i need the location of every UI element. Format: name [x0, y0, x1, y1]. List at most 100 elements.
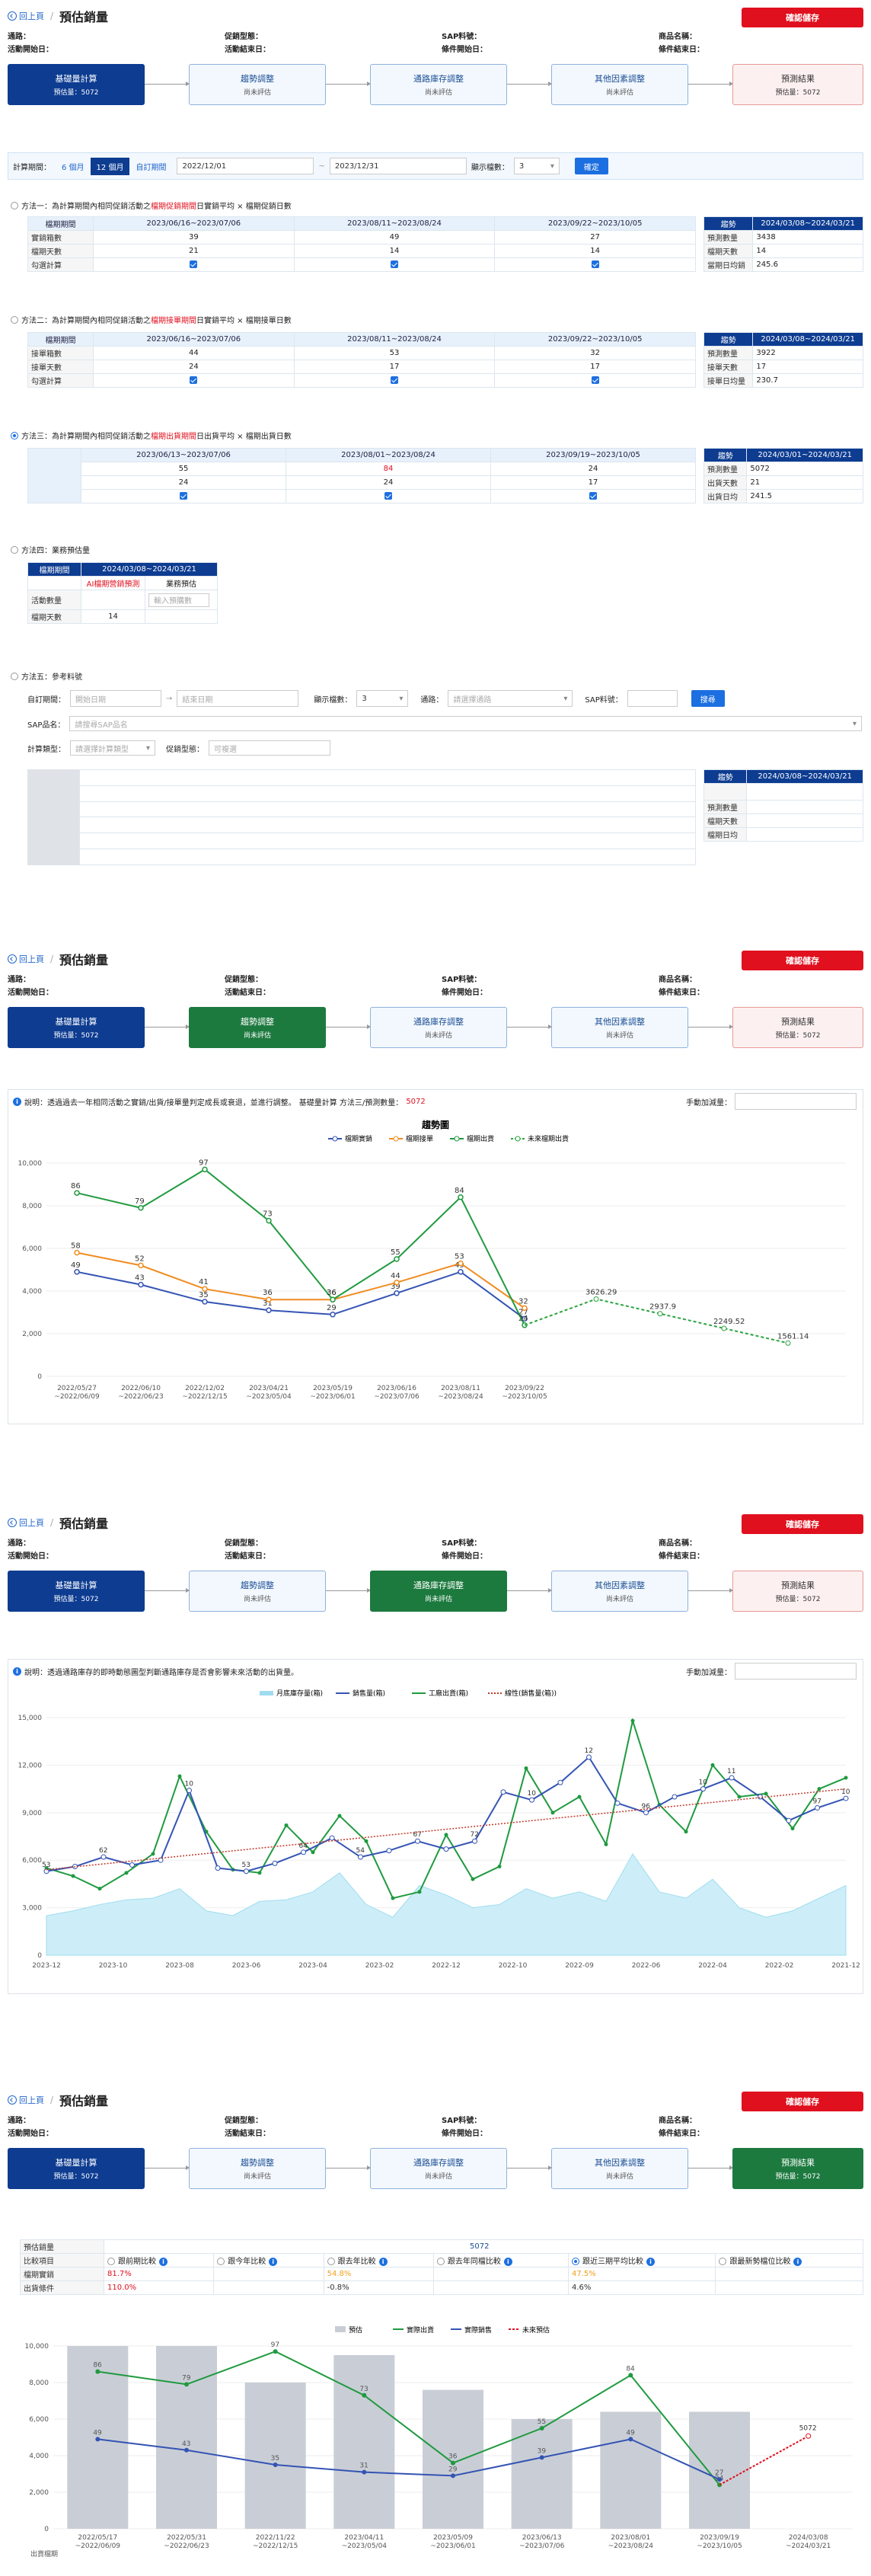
- legend-marker: [332, 1136, 338, 1142]
- m5-search-button[interactable]: 搜尋: [691, 690, 725, 707]
- step-base[interactable]: 基礎量計算 預估量：5072: [8, 64, 145, 105]
- confirm-save-button-4[interactable]: 確認儲存: [742, 2092, 863, 2111]
- sales-point: [215, 1865, 221, 1871]
- s2-adjust-input[interactable]: [735, 1093, 857, 1110]
- confirm-save-button[interactable]: 確認儲存: [742, 8, 863, 27]
- m2-check-1[interactable]: [190, 376, 198, 384]
- m1-check-2[interactable]: [390, 260, 398, 268]
- r1-value: [432, 2267, 569, 2281]
- period-6m[interactable]: 6 個月: [62, 163, 85, 172]
- sales-point: [95, 2437, 100, 2442]
- series-line-2: [76, 1168, 525, 1326]
- period-segment: 6 個月 12 個月 自訂期間: [56, 157, 172, 175]
- method5-radio[interactable]: 方法五：參考料號: [11, 670, 82, 682]
- m5-promo-select[interactable]: 可複選: [209, 740, 330, 756]
- m3-check-2[interactable]: [384, 492, 392, 500]
- m5-calc-select[interactable]: 請選擇計算類型 ▾: [70, 740, 155, 756]
- back-link-3[interactable]: 回上頁: [8, 1517, 44, 1529]
- m5-show-select[interactable]: 3 ▾: [356, 690, 409, 707]
- ship-point: [628, 2373, 633, 2378]
- m1-check-1[interactable]: [190, 260, 198, 268]
- s3-step-trend[interactable]: 趨勢調整 尚未評估: [189, 1571, 326, 1612]
- s4-step-trend[interactable]: 趨勢調整 尚未評估: [189, 2148, 326, 2189]
- step-channel[interactable]: 通路庫存調整 尚未評估: [370, 64, 507, 105]
- s2-step-result[interactable]: 預測結果 預估量：5072: [732, 1007, 863, 1048]
- m5-channel-select[interactable]: 請選擇通路 ▾: [448, 690, 573, 707]
- compare-option-5[interactable]: 跟最新勢檔位比較 i: [715, 2253, 863, 2268]
- method2-radio[interactable]: 方法二：為計算期間內相同促銷活動之 檔期接單期間 日實銷平均 × 檔期接單日數: [11, 314, 292, 325]
- back-link-2[interactable]: 回上頁: [8, 953, 44, 965]
- bar: [244, 2383, 306, 2529]
- x-tick: 2022/05/31: [167, 2534, 206, 2542]
- period-12m[interactable]: 12 個月: [90, 157, 130, 175]
- s3-step-other[interactable]: 其他因素調整 尚未評估: [551, 1571, 688, 1612]
- x-tick: 2023/04/11: [344, 2534, 384, 2542]
- period-custom[interactable]: 自訂期間: [136, 163, 167, 172]
- x-tick: 2022-12: [432, 1962, 461, 1970]
- method1-side: 趨勢 2024/03/08~2024/03/21 預測數量 3438 檔期天數 14 …: [703, 216, 863, 272]
- r1-value: [715, 2267, 863, 2281]
- m4-ai-option[interactable]: AI檔期營銷預測: [80, 576, 146, 590]
- compare-option-0[interactable]: 跟前期比較 i: [103, 2253, 215, 2268]
- m3-check-1[interactable]: [180, 492, 187, 500]
- step-other[interactable]: 其他因素調整 尚未評估: [551, 64, 688, 105]
- compare-option-1[interactable]: 跟今年比較 i: [213, 2253, 324, 2268]
- y-tick: 0: [37, 1373, 42, 1381]
- method1-radio[interactable]: 方法一：為計算期間內相同促銷活動之 檔期促銷期間 日實銷平均 × 檔期促銷日數: [11, 200, 292, 211]
- step-result[interactable]: 預測結果 預估量：5072: [732, 64, 863, 105]
- bar: [511, 2419, 573, 2529]
- back-link[interactable]: 回上頁: [8, 10, 44, 22]
- s3-step-result[interactable]: 預測結果 預估量：5072: [732, 1571, 863, 1612]
- sales-point: [700, 1786, 706, 1792]
- compare-option-4[interactable]: 跟近三期平均比較 i: [567, 2253, 716, 2268]
- x-tick: ~2022/06/09: [75, 2542, 121, 2550]
- date-to[interactable]: 2023/12/31: [329, 158, 467, 174]
- data-point: [330, 1312, 336, 1318]
- s3-step-channel[interactable]: 通路庫存調整 尚未評估: [370, 1571, 507, 1612]
- m2-check-2[interactable]: [390, 376, 398, 384]
- x-tick: ~2023/10/05: [697, 2542, 742, 2550]
- s2-step-channel[interactable]: 通路庫存調整 尚未評估: [370, 1007, 507, 1048]
- y-tick: 0: [44, 2526, 49, 2533]
- s3-adjust-input[interactable]: [735, 1663, 857, 1680]
- m4-sales-option[interactable]: 業務預估: [145, 576, 218, 590]
- m5-sap-input[interactable]: [627, 690, 678, 707]
- m5-date-to[interactable]: 結束日期: [177, 690, 299, 707]
- m3-check-3[interactable]: [589, 492, 597, 500]
- s2-step-trend[interactable]: 趨勢調整 尚未評估: [189, 1007, 326, 1048]
- s3-step-base[interactable]: 基礎量計算 預估量：5072: [8, 1571, 145, 1612]
- data-point: [522, 1315, 528, 1322]
- sales-point: [717, 2477, 722, 2482]
- m5-sap-name-select[interactable]: 請搜尋SAP品名 ▾: [69, 716, 862, 731]
- back-link-4[interactable]: 回上頁: [8, 2094, 44, 2106]
- s4-step-base[interactable]: 基礎量計算 預估量：5072: [8, 2148, 145, 2189]
- factory-point: [844, 1775, 848, 1780]
- method3-radio[interactable]: 方法三：為計算期間內相同促銷活動之 檔期出貨期間 日出貨平均 × 檔期出貨日數: [11, 430, 292, 441]
- m4-qty-input[interactable]: 輸入預購數: [148, 593, 210, 607]
- sales-point: [129, 1862, 135, 1868]
- s2-step-other[interactable]: 其他因素調整 尚未評估: [551, 1007, 688, 1048]
- factory-point: [471, 1877, 475, 1881]
- s4-step-other[interactable]: 其他因素調整 尚未評估: [551, 2148, 688, 2189]
- compare-option-3[interactable]: 跟去年同檔比較 i: [432, 2253, 569, 2268]
- confirm-save-button-3[interactable]: 確認儲存: [742, 1514, 863, 1534]
- sales-point: [614, 1800, 621, 1806]
- sales-label: 10: [185, 1781, 194, 1788]
- m1-check-3[interactable]: [591, 260, 599, 268]
- ship-point: [273, 2349, 278, 2354]
- step-trend[interactable]: 趨勢調整 尚未評估: [189, 64, 326, 105]
- s2-step-base[interactable]: 基礎量計算 預估量：5072: [8, 1007, 145, 1048]
- confirm-save-button-2[interactable]: 確認儲存: [742, 951, 863, 970]
- s4-step-result[interactable]: 預測結果 預估量：5072: [732, 2148, 863, 2189]
- m2-check-3[interactable]: [591, 376, 599, 384]
- m5-date-from[interactable]: 開始日期: [70, 690, 161, 707]
- sales-label: 96: [642, 1803, 651, 1811]
- date-from[interactable]: 2022/12/01: [177, 158, 314, 174]
- compare-option-2[interactable]: 跟去年比較 i: [323, 2253, 434, 2268]
- s4-step-channel[interactable]: 通路庫存調整 尚未評估: [370, 2148, 507, 2189]
- show-count-select[interactable]: 3 ▾: [513, 158, 560, 174]
- legend-marker: [393, 1136, 399, 1142]
- period-confirm-button[interactable]: 確定: [574, 158, 608, 174]
- method4-radio[interactable]: 方法四：業務預估量: [11, 544, 90, 555]
- data-label: 36: [327, 1289, 337, 1297]
